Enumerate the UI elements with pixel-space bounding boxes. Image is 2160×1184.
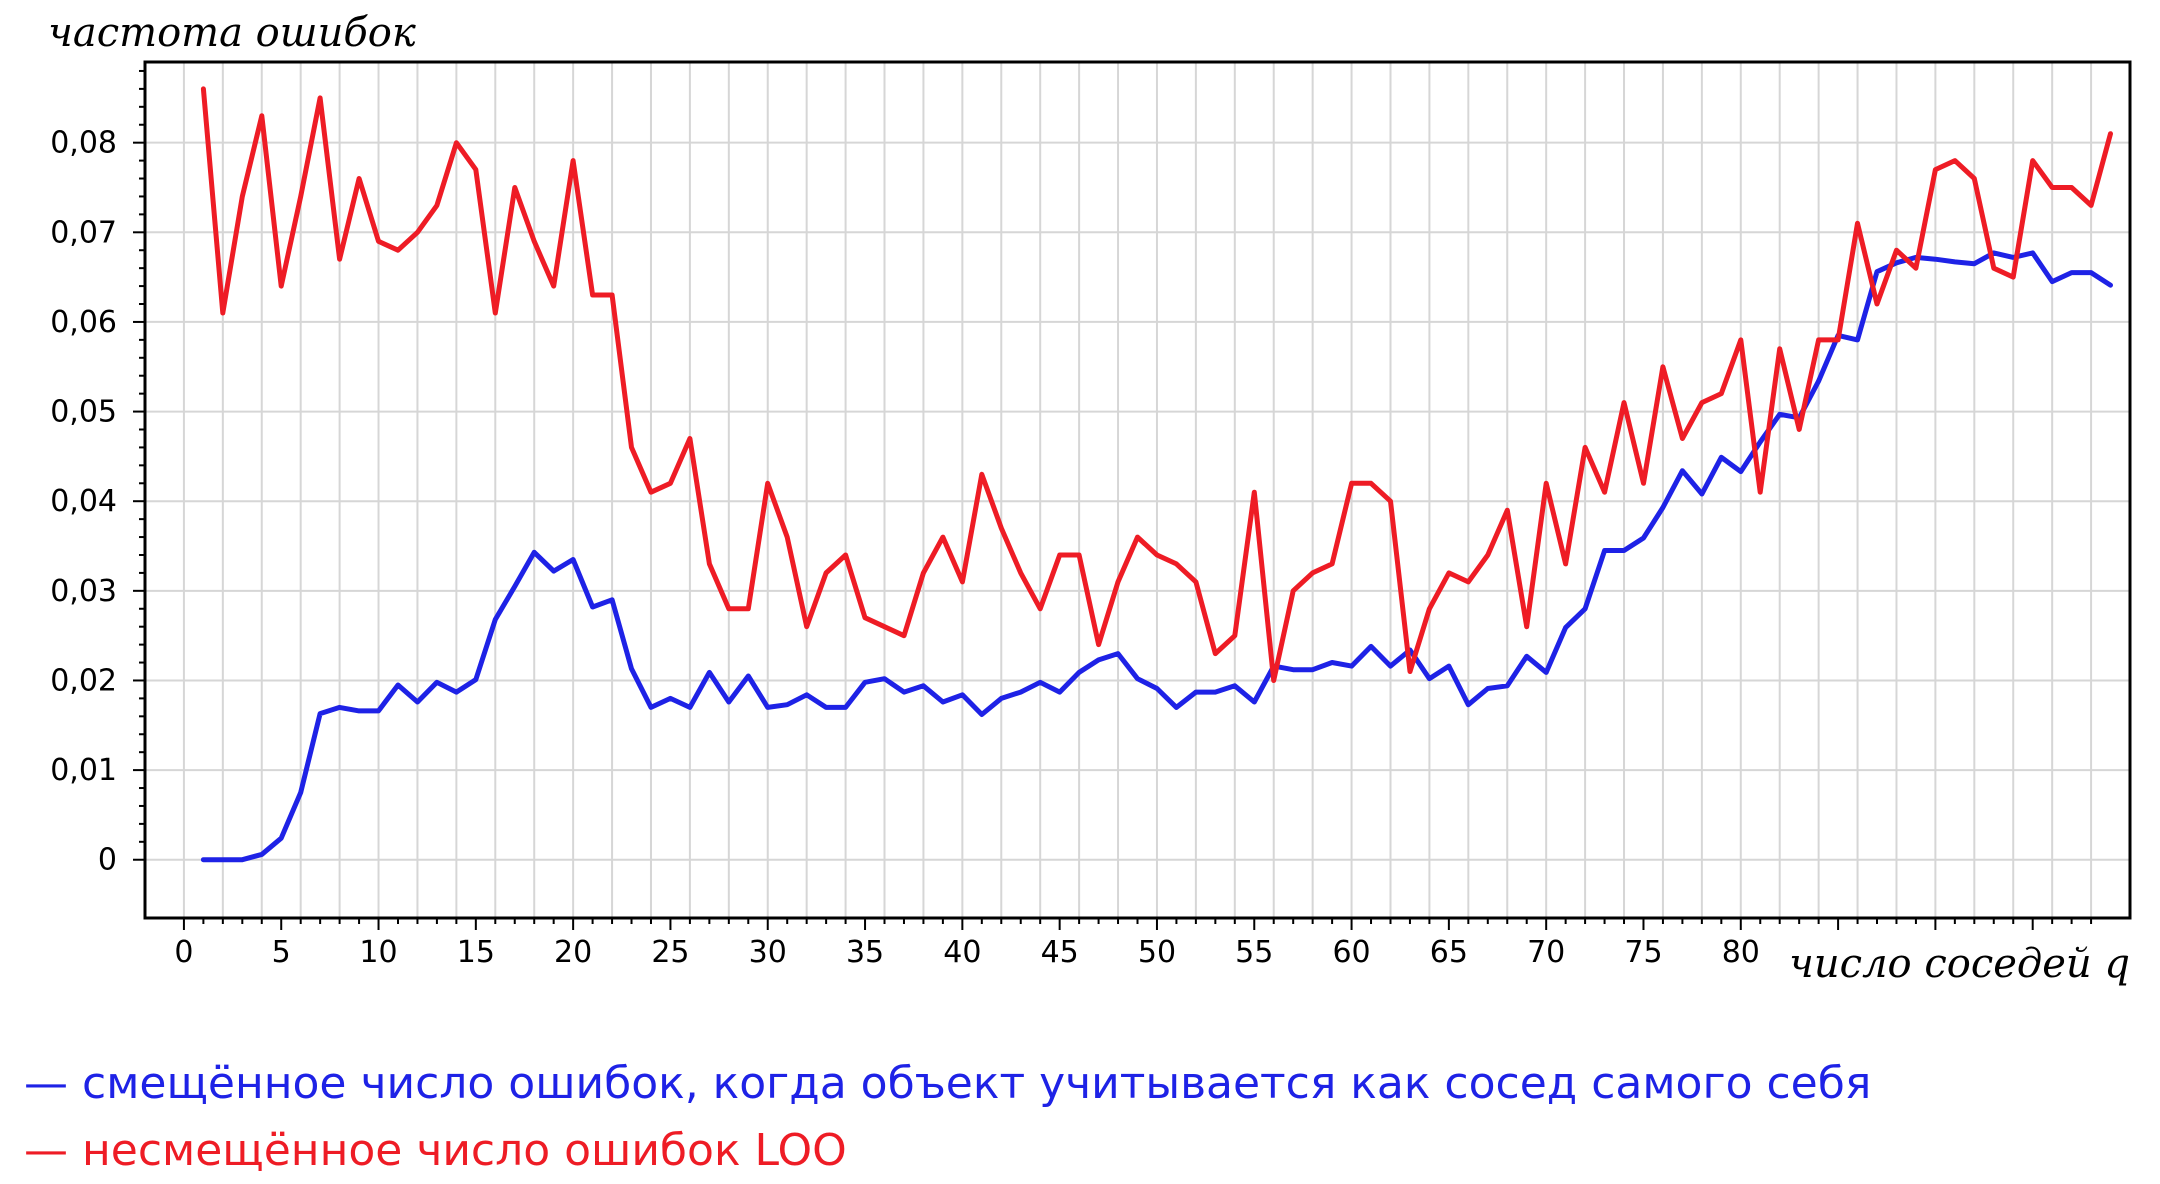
legend-entry-biased: — смещённое число ошибок, когда объект уч… [24,1058,1871,1109]
x-tick-label: 25 [651,935,689,970]
y-tick-label: 0,08 [50,126,117,161]
axes [133,60,2132,930]
x-axis-label: число соседей q [1789,941,2130,987]
x-tick-label: 45 [1041,935,1079,970]
x-tick-label: 40 [943,935,981,970]
x-tick-label: 70 [1527,935,1565,970]
series-layer [200,86,2113,863]
legend-line-icon: — [24,1125,68,1176]
x-tick-label: 15 [457,935,495,970]
x-tick-label: 5 [272,935,291,970]
y-tick-label: 0,05 [50,395,117,430]
x-tick-label: 35 [846,935,884,970]
tick-labels: 0 5 10 15 20 25 30 35 40 45 50 55 60 65 70 75 80 0 0,01 0,0… [50,126,1760,970]
x-tick-label: 50 [1138,935,1176,970]
x-tick-label: 80 [1722,935,1760,970]
x-tick-label: 60 [1332,935,1370,970]
x-tick-label: 55 [1235,935,1273,970]
y-tick-label: 0 [98,843,117,878]
series-line-loo [200,86,2113,683]
legend-label: смещённое число ошибок, когда объект учи… [82,1058,1872,1109]
y-tick-label: 0,01 [50,753,117,788]
legend-label: несмещённое число ошибок LOO [82,1125,847,1176]
x-tick-label: 10 [359,935,397,970]
y-tick-label: 0,04 [50,484,117,519]
y-axis-label: частота ошибок [48,10,416,56]
x-tick-label: 30 [749,935,787,970]
chart-canvas: 0 5 10 15 20 25 30 35 40 45 50 55 60 65 70 75 80 0 0,01 0,0… [48,10,2132,987]
legend-line-icon: — [24,1058,68,1109]
x-tick-label: 75 [1624,935,1662,970]
series-line-biased [200,250,2113,863]
y-tick-label: 0,03 [50,574,117,609]
legend-entry-loo: — несмещённое число ошибок LOO [24,1125,847,1176]
y-tick-label: 0,06 [50,305,117,340]
x-tick-label: 20 [554,935,592,970]
x-tick-label: 65 [1430,935,1468,970]
y-tick-label: 0,07 [50,215,117,250]
x-tick-label: 0 [174,935,193,970]
y-tick-label: 0,02 [50,663,117,698]
